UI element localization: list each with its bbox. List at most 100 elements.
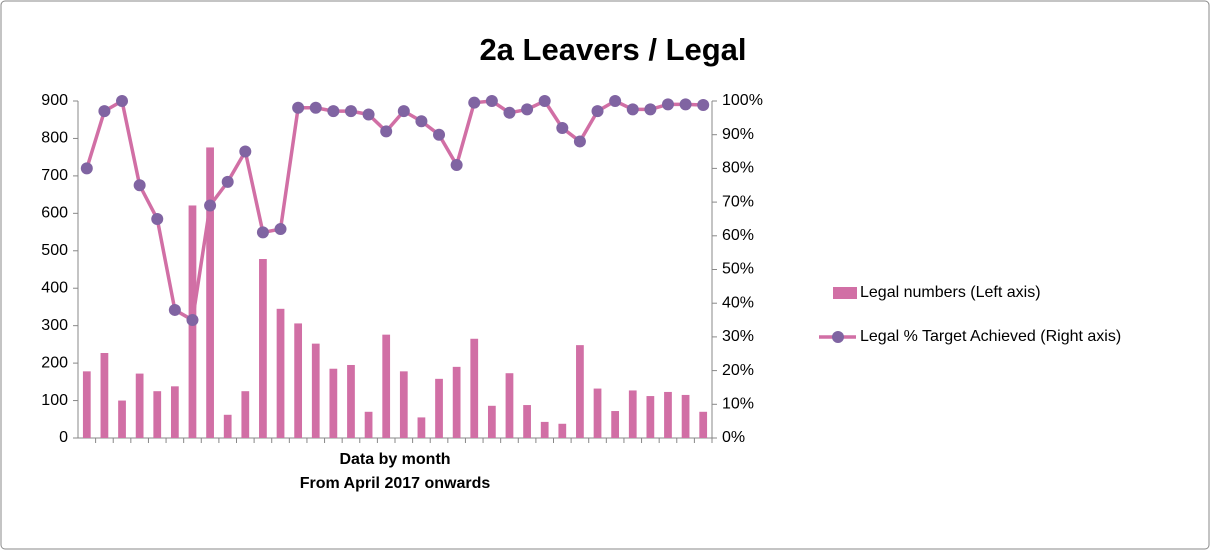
marker — [626, 103, 639, 116]
bar — [347, 364, 355, 438]
bar — [628, 390, 637, 438]
y2-tick-label: 70% — [722, 193, 754, 210]
bar — [153, 391, 162, 438]
legend-label: Legal numbers (Left axis) — [860, 284, 1041, 301]
marker — [344, 105, 357, 118]
marker — [292, 101, 305, 114]
bar — [223, 414, 232, 438]
bar — [276, 308, 285, 438]
y-tick-label: 200 — [41, 354, 68, 371]
marker — [380, 125, 393, 138]
marker — [80, 162, 93, 175]
bar — [259, 259, 267, 438]
bar — [593, 388, 602, 438]
marker — [133, 179, 146, 192]
y-tick-label: 400 — [41, 279, 68, 296]
marker — [116, 95, 129, 107]
y2-tick-label: 40% — [722, 294, 754, 311]
marker — [186, 314, 199, 327]
y2-tick-label: 100% — [722, 92, 763, 109]
y-tick-label: 300 — [41, 317, 68, 334]
marker — [573, 135, 586, 148]
marker — [697, 99, 710, 112]
bar — [364, 411, 373, 438]
marker — [538, 95, 551, 107]
legend-label: Legal % Target Achieved (Right axis) — [860, 328, 1121, 345]
y-tick-label: 100 — [41, 392, 68, 409]
bar — [135, 373, 144, 438]
marker — [556, 121, 569, 134]
y2-tick-label: 0% — [722, 429, 745, 446]
marker — [256, 226, 269, 239]
bar — [399, 371, 408, 438]
marker — [433, 128, 446, 141]
bar — [206, 147, 214, 439]
y2-tick-label: 90% — [722, 126, 754, 143]
bar — [558, 423, 567, 438]
bar — [487, 405, 496, 438]
marker — [362, 108, 375, 121]
y-tick-label: 500 — [41, 242, 68, 259]
legend-swatch — [833, 287, 857, 299]
y2-tick-label: 10% — [722, 396, 754, 413]
y2-tick-label: 60% — [722, 227, 754, 244]
bar — [382, 334, 391, 438]
marker — [591, 105, 604, 118]
y-tick-label: 800 — [41, 130, 68, 147]
marker — [503, 106, 516, 119]
marker — [327, 105, 340, 118]
marker — [661, 98, 674, 111]
marker — [609, 95, 622, 107]
marker — [168, 303, 181, 316]
bar — [100, 353, 109, 438]
bar — [329, 368, 338, 438]
y2-tick-label: 20% — [722, 362, 754, 379]
marker — [450, 159, 463, 172]
bar — [540, 421, 549, 438]
y-tick-label: 600 — [41, 205, 68, 222]
legend-swatch — [832, 331, 844, 343]
y-tick-label: 900 — [41, 92, 68, 109]
bar — [311, 343, 320, 438]
marker — [415, 115, 428, 128]
marker — [221, 175, 234, 188]
x-axis-label: Data by month — [339, 451, 450, 468]
bar — [664, 391, 672, 438]
marker — [397, 105, 410, 118]
bar — [82, 371, 91, 438]
bar — [170, 386, 179, 438]
bar — [699, 411, 708, 438]
bar — [470, 338, 479, 438]
y2-tick-label: 80% — [722, 160, 754, 177]
marker — [151, 212, 164, 225]
marker — [679, 98, 692, 111]
marker — [468, 96, 481, 109]
marker — [521, 103, 534, 116]
bar — [646, 396, 655, 438]
bar — [118, 400, 126, 438]
marker — [274, 223, 287, 236]
marker — [644, 103, 657, 116]
bar — [681, 394, 690, 438]
bar — [452, 366, 461, 438]
bar — [576, 345, 584, 438]
y2-tick-label: 50% — [722, 261, 754, 278]
bar — [294, 323, 303, 438]
chart-title: 2a Leavers / Legal — [479, 32, 746, 67]
marker — [309, 101, 322, 114]
bar — [523, 405, 531, 438]
x-axis-label: From April 2017 onwards — [300, 475, 491, 492]
bar — [611, 411, 620, 438]
bar — [505, 373, 514, 438]
bar — [417, 417, 426, 438]
y-tick-label: 0 — [59, 429, 68, 446]
bar — [435, 378, 443, 438]
marker — [204, 199, 217, 212]
y-tick-label: 700 — [41, 167, 68, 184]
y2-tick-label: 30% — [722, 328, 754, 345]
bar — [241, 391, 250, 438]
marker — [98, 105, 111, 118]
marker — [485, 95, 498, 107]
